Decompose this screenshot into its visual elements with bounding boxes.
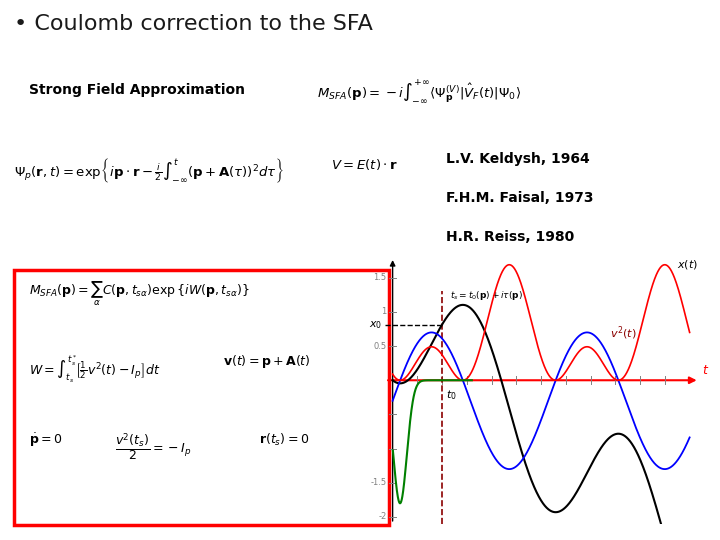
Text: F.H.M. Faisal, 1973: F.H.M. Faisal, 1973 xyxy=(446,191,594,205)
Text: $x_0$: $x_0$ xyxy=(369,319,383,330)
Text: $\dfrac{v^2(t_s)}{2}=-I_p$: $\dfrac{v^2(t_s)}{2}=-I_p$ xyxy=(115,432,192,463)
Text: $V = E(t)\cdot\mathbf{r}$: $V = E(t)\cdot\mathbf{r}$ xyxy=(331,157,398,172)
Text: $\Psi_p(\mathbf{r},t)=\exp\!\left\{i\mathbf{p}\cdot\mathbf{r}-\frac{i}{2}\int_{-: $\Psi_p(\mathbf{r},t)=\exp\!\left\{i\mat… xyxy=(14,157,284,185)
Text: Strong Field Approximation: Strong Field Approximation xyxy=(29,83,245,97)
Text: H.R. Reiss, 1980: H.R. Reiss, 1980 xyxy=(446,231,575,245)
Text: 1: 1 xyxy=(381,307,387,316)
Text: $t_0$: $t_0$ xyxy=(446,388,456,402)
Text: 0.5: 0.5 xyxy=(373,342,387,350)
Bar xyxy=(14,269,389,525)
Text: $v^2(t)$: $v^2(t)$ xyxy=(611,324,637,342)
Text: -2: -2 xyxy=(378,512,387,522)
Text: $t_s=t_0(\mathbf{p})+i\tau(\mathbf{p})$: $t_s=t_0(\mathbf{p})+i\tau(\mathbf{p})$ xyxy=(449,289,523,302)
Text: $x(t)$: $x(t)$ xyxy=(678,258,698,271)
Text: • Coulomb correction to the SFA: • Coulomb correction to the SFA xyxy=(14,14,373,35)
Text: $\mathbf{r}(t_s)=0$: $\mathbf{r}(t_s)=0$ xyxy=(259,432,310,448)
Text: $t$: $t$ xyxy=(702,364,709,377)
Text: $M_{SFA}(\mathbf{p})=\sum_{\alpha}C(\mathbf{p},t_{s\alpha})\exp\{iW(\mathbf{p},t: $M_{SFA}(\mathbf{p})=\sum_{\alpha}C(\mat… xyxy=(29,280,249,308)
Text: $M_{SFA}(\mathbf{p})=-i\int_{-\infty}^{+\infty}\langle\Psi_{\mathbf{p}}^{(V)}|\h: $M_{SFA}(\mathbf{p})=-i\int_{-\infty}^{+… xyxy=(317,78,521,105)
Text: $\mathbf{v}(t)=\mathbf{p}+\mathbf{A}(t)$: $\mathbf{v}(t)=\mathbf{p}+\mathbf{A}(t)$ xyxy=(223,353,311,370)
Text: 1.5: 1.5 xyxy=(373,273,387,282)
Text: -1.5: -1.5 xyxy=(370,478,387,487)
Text: L.V. Keldysh, 1964: L.V. Keldysh, 1964 xyxy=(446,152,590,166)
Text: $W=\int_{t_s}^{t_s^*}\!\left[\frac{1}{2}v^2(t)-I_p\right]dt$: $W=\int_{t_s}^{t_s^*}\!\left[\frac{1}{2}… xyxy=(29,353,161,384)
Text: $\dot{\mathbf{p}}=0$: $\dot{\mathbf{p}}=0$ xyxy=(29,432,62,449)
